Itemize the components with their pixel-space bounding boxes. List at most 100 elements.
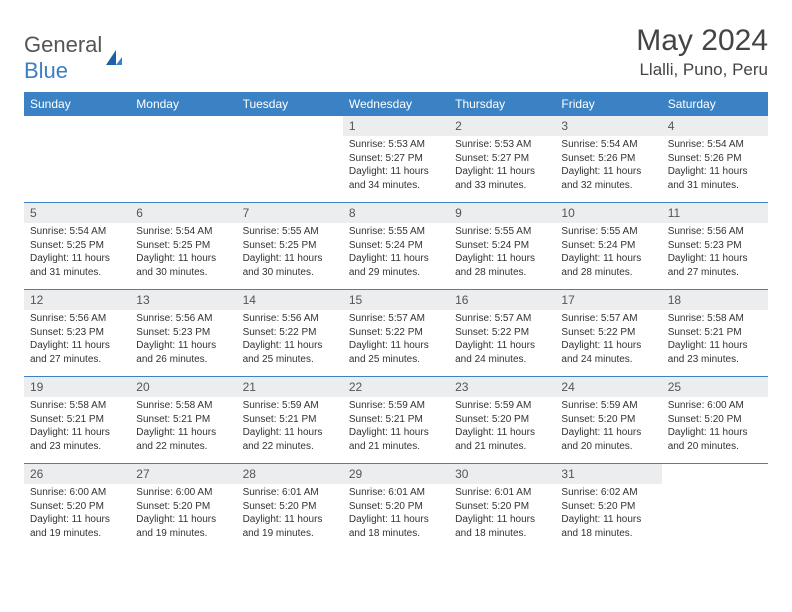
day-number: 13 xyxy=(130,290,236,310)
daylight-text: Daylight: 11 hours and 29 minutes. xyxy=(349,252,443,279)
week-row: 12Sunrise: 5:56 AMSunset: 5:23 PMDayligh… xyxy=(24,289,768,376)
day-cell: 5Sunrise: 5:54 AMSunset: 5:25 PMDaylight… xyxy=(24,203,130,289)
day-number: 1 xyxy=(343,116,449,136)
daylight-text: Daylight: 11 hours and 19 minutes. xyxy=(243,513,337,540)
sunrise-text: Sunrise: 5:56 AM xyxy=(136,312,230,326)
day-body: Sunrise: 5:56 AMSunset: 5:23 PMDaylight:… xyxy=(662,223,768,283)
daylight-text: Daylight: 11 hours and 25 minutes. xyxy=(349,339,443,366)
sunset-text: Sunset: 5:25 PM xyxy=(136,239,230,253)
day-number: 18 xyxy=(662,290,768,310)
day-cell: 8Sunrise: 5:55 AMSunset: 5:24 PMDaylight… xyxy=(343,203,449,289)
dow-thursday: Thursday xyxy=(449,92,555,116)
sunrise-text: Sunrise: 6:00 AM xyxy=(136,486,230,500)
sunset-text: Sunset: 5:22 PM xyxy=(243,326,337,340)
week-row: 19Sunrise: 5:58 AMSunset: 5:21 PMDayligh… xyxy=(24,376,768,463)
brand-logo: General Blue xyxy=(24,24,124,84)
day-number: 24 xyxy=(555,377,661,397)
sunset-text: Sunset: 5:27 PM xyxy=(349,152,443,166)
day-body: Sunrise: 6:01 AMSunset: 5:20 PMDaylight:… xyxy=(343,484,449,544)
daylight-text: Daylight: 11 hours and 23 minutes. xyxy=(30,426,124,453)
day-body: Sunrise: 5:58 AMSunset: 5:21 PMDaylight:… xyxy=(662,310,768,370)
day-cell: . xyxy=(237,116,343,202)
day-body: Sunrise: 5:59 AMSunset: 5:21 PMDaylight:… xyxy=(343,397,449,457)
sunset-text: Sunset: 5:27 PM xyxy=(455,152,549,166)
day-body: Sunrise: 5:57 AMSunset: 5:22 PMDaylight:… xyxy=(555,310,661,370)
daylight-text: Daylight: 11 hours and 27 minutes. xyxy=(668,252,762,279)
sunset-text: Sunset: 5:20 PM xyxy=(243,500,337,514)
day-cell: 3Sunrise: 5:54 AMSunset: 5:26 PMDaylight… xyxy=(555,116,661,202)
day-body: Sunrise: 6:01 AMSunset: 5:20 PMDaylight:… xyxy=(237,484,343,544)
sunrise-text: Sunrise: 5:54 AM xyxy=(136,225,230,239)
sunset-text: Sunset: 5:25 PM xyxy=(30,239,124,253)
day-number: 23 xyxy=(449,377,555,397)
sunset-text: Sunset: 5:21 PM xyxy=(349,413,443,427)
day-number: 3 xyxy=(555,116,661,136)
day-body: Sunrise: 5:58 AMSunset: 5:21 PMDaylight:… xyxy=(130,397,236,457)
sunset-text: Sunset: 5:23 PM xyxy=(668,239,762,253)
day-cell: 15Sunrise: 5:57 AMSunset: 5:22 PMDayligh… xyxy=(343,290,449,376)
brand-part1: General xyxy=(24,32,102,57)
sunrise-text: Sunrise: 5:55 AM xyxy=(243,225,337,239)
daylight-text: Daylight: 11 hours and 26 minutes. xyxy=(136,339,230,366)
day-body: Sunrise: 5:55 AMSunset: 5:24 PMDaylight:… xyxy=(449,223,555,283)
day-cell: . xyxy=(24,116,130,202)
daylight-text: Daylight: 11 hours and 30 minutes. xyxy=(243,252,337,279)
sunrise-text: Sunrise: 5:55 AM xyxy=(561,225,655,239)
day-number: 11 xyxy=(662,203,768,223)
day-number: 12 xyxy=(24,290,130,310)
brand-text: General Blue xyxy=(24,32,102,84)
daylight-text: Daylight: 11 hours and 34 minutes. xyxy=(349,165,443,192)
day-cell: 17Sunrise: 5:57 AMSunset: 5:22 PMDayligh… xyxy=(555,290,661,376)
dow-wednesday: Wednesday xyxy=(343,92,449,116)
sunrise-text: Sunrise: 5:56 AM xyxy=(243,312,337,326)
sunrise-text: Sunrise: 5:53 AM xyxy=(349,138,443,152)
day-number: 16 xyxy=(449,290,555,310)
day-cell: 24Sunrise: 5:59 AMSunset: 5:20 PMDayligh… xyxy=(555,377,661,463)
daylight-text: Daylight: 11 hours and 24 minutes. xyxy=(561,339,655,366)
day-body: Sunrise: 6:02 AMSunset: 5:20 PMDaylight:… xyxy=(555,484,661,544)
sunrise-text: Sunrise: 5:56 AM xyxy=(30,312,124,326)
day-body: Sunrise: 5:54 AMSunset: 5:25 PMDaylight:… xyxy=(24,223,130,283)
sunrise-text: Sunrise: 5:54 AM xyxy=(30,225,124,239)
day-body: Sunrise: 6:00 AMSunset: 5:20 PMDaylight:… xyxy=(24,484,130,544)
day-cell: 30Sunrise: 6:01 AMSunset: 5:20 PMDayligh… xyxy=(449,464,555,550)
day-cell: 18Sunrise: 5:58 AMSunset: 5:21 PMDayligh… xyxy=(662,290,768,376)
day-number: 9 xyxy=(449,203,555,223)
daylight-text: Daylight: 11 hours and 18 minutes. xyxy=(455,513,549,540)
day-body: Sunrise: 6:00 AMSunset: 5:20 PMDaylight:… xyxy=(130,484,236,544)
day-cell: 19Sunrise: 5:58 AMSunset: 5:21 PMDayligh… xyxy=(24,377,130,463)
sunset-text: Sunset: 5:22 PM xyxy=(455,326,549,340)
day-number: 10 xyxy=(555,203,661,223)
day-cell: 11Sunrise: 5:56 AMSunset: 5:23 PMDayligh… xyxy=(662,203,768,289)
daylight-text: Daylight: 11 hours and 19 minutes. xyxy=(30,513,124,540)
day-number: 31 xyxy=(555,464,661,484)
daylight-text: Daylight: 11 hours and 28 minutes. xyxy=(455,252,549,279)
daylight-text: Daylight: 11 hours and 23 minutes. xyxy=(668,339,762,366)
day-number: 25 xyxy=(662,377,768,397)
dow-monday: Monday xyxy=(130,92,236,116)
day-body: Sunrise: 5:58 AMSunset: 5:21 PMDaylight:… xyxy=(24,397,130,457)
sunset-text: Sunset: 5:24 PM xyxy=(349,239,443,253)
sunset-text: Sunset: 5:20 PM xyxy=(455,500,549,514)
sunset-text: Sunset: 5:22 PM xyxy=(349,326,443,340)
sunset-text: Sunset: 5:22 PM xyxy=(561,326,655,340)
week-row: 26Sunrise: 6:00 AMSunset: 5:20 PMDayligh… xyxy=(24,463,768,550)
day-cell: 27Sunrise: 6:00 AMSunset: 5:20 PMDayligh… xyxy=(130,464,236,550)
sunrise-text: Sunrise: 6:00 AM xyxy=(30,486,124,500)
day-body: Sunrise: 5:57 AMSunset: 5:22 PMDaylight:… xyxy=(343,310,449,370)
daylight-text: Daylight: 11 hours and 22 minutes. xyxy=(243,426,337,453)
day-number: 2 xyxy=(449,116,555,136)
daylight-text: Daylight: 11 hours and 27 minutes. xyxy=(30,339,124,366)
day-number: 5 xyxy=(24,203,130,223)
daylight-text: Daylight: 11 hours and 20 minutes. xyxy=(561,426,655,453)
day-body: Sunrise: 5:54 AMSunset: 5:26 PMDaylight:… xyxy=(555,136,661,196)
daylight-text: Daylight: 11 hours and 21 minutes. xyxy=(455,426,549,453)
day-cell: 2Sunrise: 5:53 AMSunset: 5:27 PMDaylight… xyxy=(449,116,555,202)
sunset-text: Sunset: 5:21 PM xyxy=(243,413,337,427)
sail-icon xyxy=(104,48,124,68)
daylight-text: Daylight: 11 hours and 20 minutes. xyxy=(668,426,762,453)
day-body: Sunrise: 5:57 AMSunset: 5:22 PMDaylight:… xyxy=(449,310,555,370)
brand-part2: Blue xyxy=(24,58,68,83)
sunrise-text: Sunrise: 5:57 AM xyxy=(349,312,443,326)
day-cell: . xyxy=(662,464,768,550)
